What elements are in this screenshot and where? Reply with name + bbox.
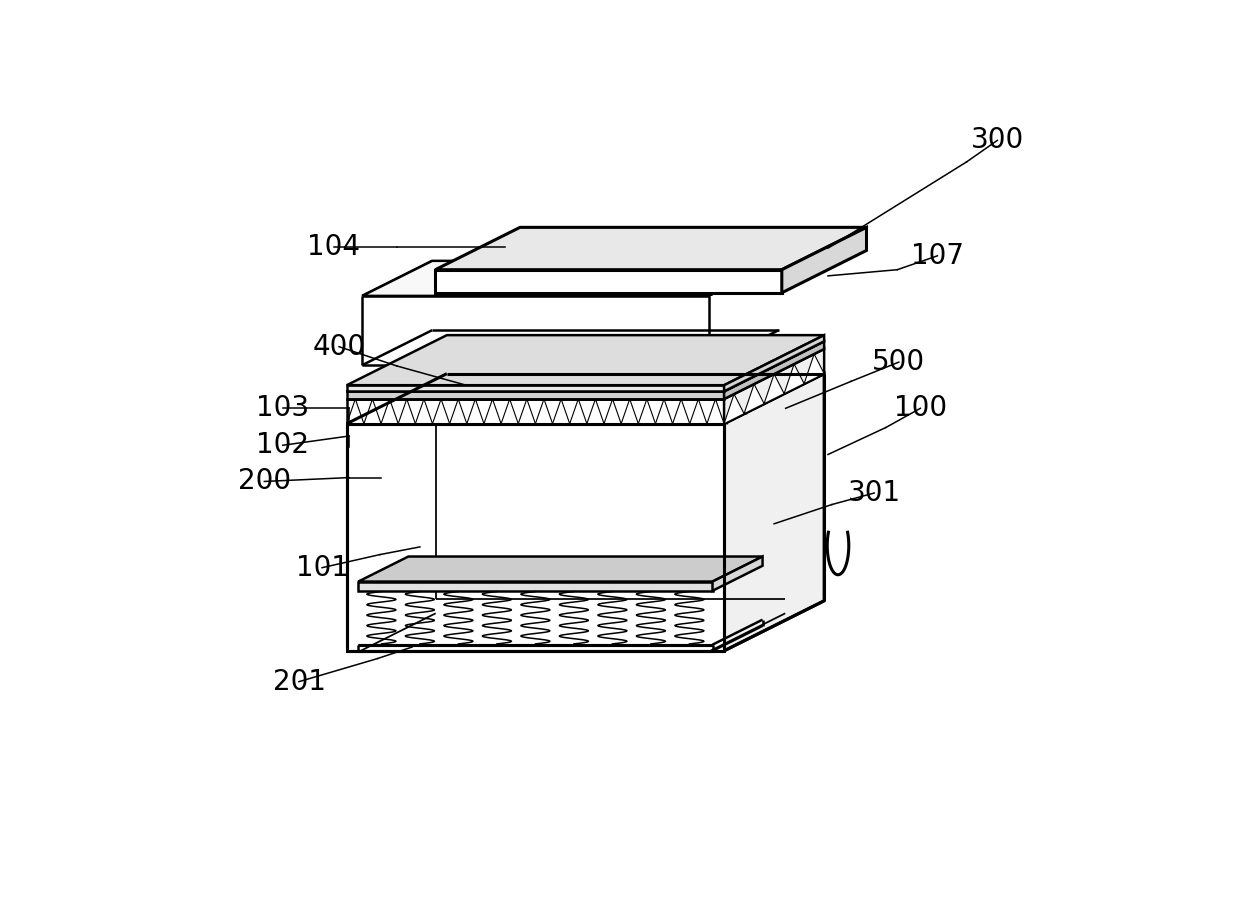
Polygon shape bbox=[707, 399, 724, 424]
Polygon shape bbox=[724, 394, 744, 424]
Text: 101: 101 bbox=[295, 554, 348, 581]
Text: 107: 107 bbox=[911, 242, 963, 270]
Polygon shape bbox=[501, 399, 518, 424]
Polygon shape bbox=[724, 349, 825, 424]
Text: 103: 103 bbox=[257, 394, 310, 422]
Text: 104: 104 bbox=[308, 232, 360, 261]
Polygon shape bbox=[724, 341, 825, 399]
Polygon shape bbox=[724, 335, 825, 392]
Polygon shape bbox=[604, 399, 621, 424]
Polygon shape bbox=[435, 228, 867, 270]
Polygon shape bbox=[347, 374, 825, 424]
Polygon shape bbox=[536, 399, 553, 424]
Polygon shape bbox=[347, 392, 724, 399]
Polygon shape bbox=[415, 399, 433, 424]
Text: 301: 301 bbox=[848, 479, 900, 507]
Polygon shape bbox=[553, 399, 569, 424]
Text: 500: 500 bbox=[872, 348, 925, 376]
Text: 201: 201 bbox=[273, 668, 326, 696]
Polygon shape bbox=[713, 556, 763, 590]
Polygon shape bbox=[347, 335, 825, 385]
Polygon shape bbox=[450, 399, 466, 424]
Polygon shape bbox=[621, 399, 639, 424]
Polygon shape bbox=[518, 399, 536, 424]
Polygon shape bbox=[433, 399, 450, 424]
Polygon shape bbox=[804, 354, 825, 383]
Polygon shape bbox=[587, 399, 604, 424]
Polygon shape bbox=[362, 261, 779, 296]
Polygon shape bbox=[689, 399, 707, 424]
Polygon shape bbox=[784, 364, 804, 393]
Text: 200: 200 bbox=[238, 467, 291, 495]
Polygon shape bbox=[656, 399, 672, 424]
Polygon shape bbox=[484, 399, 501, 424]
Polygon shape bbox=[466, 399, 484, 424]
Polygon shape bbox=[358, 581, 713, 590]
Text: 400: 400 bbox=[312, 333, 366, 361]
Polygon shape bbox=[347, 424, 724, 651]
Polygon shape bbox=[764, 374, 784, 404]
Polygon shape bbox=[398, 399, 415, 424]
Polygon shape bbox=[363, 399, 381, 424]
Polygon shape bbox=[569, 399, 587, 424]
Polygon shape bbox=[347, 385, 724, 392]
Text: 102: 102 bbox=[257, 431, 309, 459]
Polygon shape bbox=[724, 374, 825, 651]
Polygon shape bbox=[347, 399, 724, 424]
Text: 100: 100 bbox=[894, 394, 947, 422]
Polygon shape bbox=[358, 556, 763, 581]
Polygon shape bbox=[435, 270, 781, 292]
Polygon shape bbox=[347, 341, 825, 392]
Polygon shape bbox=[639, 399, 656, 424]
Polygon shape bbox=[744, 384, 764, 414]
Polygon shape bbox=[781, 228, 867, 292]
Polygon shape bbox=[381, 399, 398, 424]
Text: 300: 300 bbox=[971, 126, 1024, 154]
Polygon shape bbox=[347, 399, 363, 424]
Polygon shape bbox=[672, 399, 689, 424]
